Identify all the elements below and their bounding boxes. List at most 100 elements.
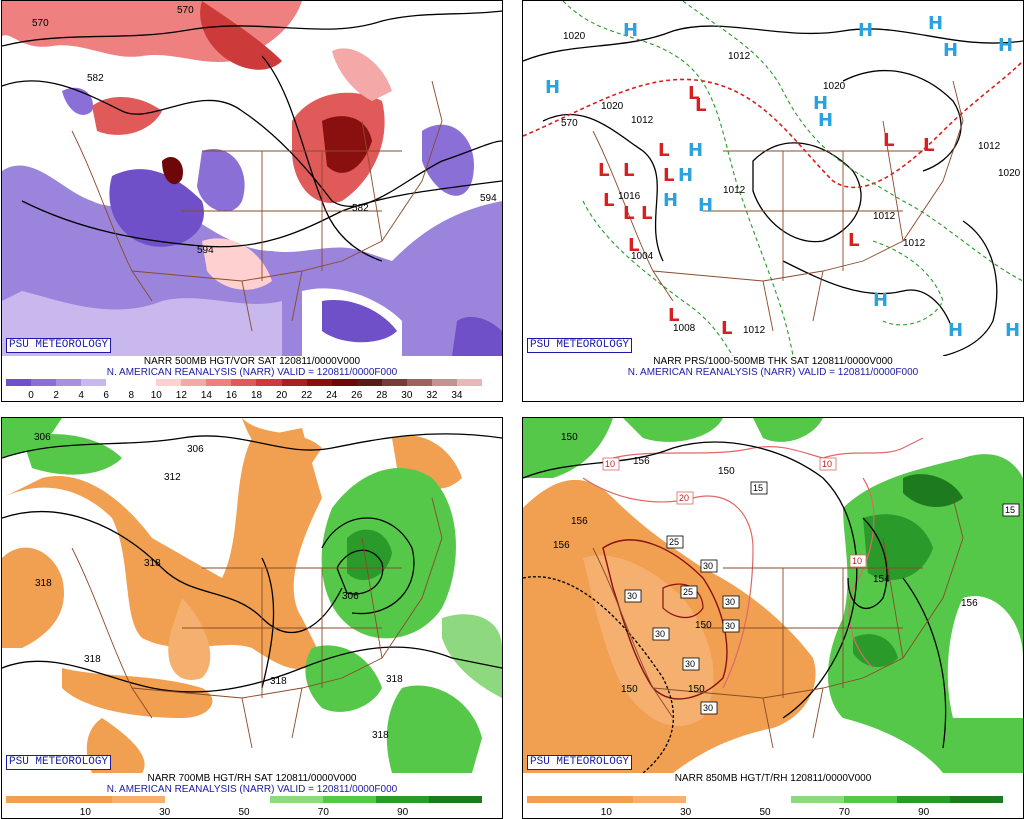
psu-meteorology-badge: PSU METEOROLOGY: [527, 755, 633, 770]
svg-text:150: 150: [561, 432, 578, 443]
psu-meteorology-badge: PSU METEOROLOGY: [6, 755, 112, 770]
contour-labels-500mb: 570 582 582 594 594 570: [32, 5, 497, 256]
svg-text:570: 570: [561, 118, 578, 129]
colorbar-tick-label: 30: [159, 807, 171, 818]
boxed-label-frame: [680, 585, 698, 599]
svg-text:L: L: [658, 140, 669, 161]
rh-colorbar-ticks-700mb: 10 30 50 70 90: [6, 807, 482, 818]
colorbar-swatch: [56, 379, 82, 386]
svg-text:306: 306: [342, 591, 359, 602]
rh-colorbar-850mb: [527, 796, 1004, 803]
colorbar-tick-label: 2: [53, 390, 59, 401]
colorbar-swatch: [106, 379, 132, 386]
svg-text:594: 594: [197, 245, 214, 256]
svg-text:L: L: [923, 135, 934, 156]
svg-text:570: 570: [177, 5, 194, 16]
svg-text:H: H: [813, 93, 828, 114]
rh-colorbar-ticks-850mb: 10 30 50 70 90: [527, 807, 1003, 818]
panel-title: NARR PRS/1000-500MB THK SAT 120811/0000V…: [653, 356, 893, 367]
svg-text:L: L: [883, 130, 894, 151]
svg-text:L: L: [688, 83, 699, 104]
colorbar-tick-label: 0: [28, 390, 34, 401]
colorbar-swatch: [844, 796, 898, 803]
svg-text:L: L: [598, 160, 609, 181]
boxed-temperature-label: 30: [655, 629, 665, 639]
svg-text:H: H: [873, 290, 888, 311]
colorbar-swatch: [738, 796, 792, 803]
svg-text:318: 318: [270, 676, 287, 687]
colorbar-swatch: [579, 796, 633, 803]
svg-text:1012: 1012: [723, 185, 746, 196]
colorbar-swatch: [306, 379, 332, 386]
colorbar-tick-label: 70: [838, 807, 850, 818]
panel-pressure-thickness: H H H H H H H H H H H H H H H L L L L: [522, 0, 1024, 402]
svg-text:318: 318: [84, 654, 101, 665]
colorbar-tick-label: 90: [397, 807, 409, 818]
vorticity-colorbar: [6, 379, 482, 386]
colorbar-tick-label: 12: [175, 390, 187, 401]
svg-text:1012: 1012: [743, 325, 766, 336]
svg-text:H: H: [663, 190, 678, 211]
svg-text:L: L: [628, 235, 639, 256]
svg-text:318: 318: [372, 730, 389, 741]
psu-meteorology-badge: PSU METEOROLOGY: [6, 338, 112, 353]
colorbar-swatch: [270, 796, 324, 803]
colorbar-swatch: [406, 379, 432, 386]
colorbar-swatch: [6, 379, 32, 386]
rh-field-850mb: 150 156 150 156 156 150 150 150 154 156 …: [523, 418, 1023, 773]
svg-text:H: H: [698, 195, 713, 216]
panel-700mb-rh: 306 306 312 318 318 306 318 318 318 318 …: [1, 417, 503, 819]
colorbar-tick-label: 4: [78, 390, 84, 401]
boxed-label-frame: [676, 491, 694, 505]
colorbar-swatch: [58, 796, 112, 803]
svg-text:582: 582: [87, 73, 104, 84]
svg-text:156: 156: [571, 516, 588, 527]
colorbar-swatch: [156, 379, 182, 386]
panel-valid-line: N. AMERICAN REANALYSIS (NARR) VALID = 12…: [106, 784, 398, 795]
contour-labels-700mb: 306 306 312 318 318 306 318 318 318 318: [34, 432, 403, 741]
panel-valid-line: N. AMERICAN REANALYSIS (NARR) VALID = 12…: [106, 367, 398, 378]
map-700mb-rh: 306 306 312 318 318 306 318 318 318 318: [2, 418, 502, 773]
svg-text:H: H: [943, 40, 958, 61]
svg-text:1020: 1020: [998, 168, 1021, 179]
colorbar-tick-label: 32: [426, 390, 438, 401]
svg-text:156: 156: [633, 456, 650, 467]
colorbar-swatch: [6, 796, 59, 803]
contour-labels-pressure: 1020 1012 1020 1020 1012 1012 1012 1012 …: [561, 31, 1021, 336]
svg-text:1012: 1012: [978, 141, 1001, 152]
svg-text:156: 156: [553, 540, 570, 551]
boxed-temperature-label: 30: [725, 597, 735, 607]
svg-text:H: H: [678, 165, 693, 186]
map-500mb-vorticity: 570 582 582 594 594 570: [2, 1, 502, 356]
contour-labels-850mb: 150 156 150 156 156 150 150 150 154 156: [553, 432, 978, 695]
pressure-field: H H H H H H H H H H H H H H H L L L L: [523, 1, 1023, 356]
boxed-label-frame: [652, 627, 670, 641]
svg-text:306: 306: [34, 432, 51, 443]
svg-text:L: L: [603, 190, 614, 211]
boxed-label-frame: [722, 619, 740, 633]
svg-text:L: L: [623, 160, 634, 181]
colorbar-swatch: [456, 379, 482, 386]
colorbar-swatch: [331, 379, 357, 386]
colorbar-swatch: [685, 796, 739, 803]
svg-text:H: H: [998, 35, 1013, 56]
low-pressure-markers: L L L L L L L L L L L L L L L: [598, 83, 934, 339]
svg-text:318: 318: [35, 578, 52, 589]
svg-text:H: H: [818, 110, 833, 131]
svg-text:L: L: [663, 165, 674, 186]
colorbar-tick-label: 10: [600, 807, 612, 818]
colorbar-tick-label: 28: [376, 390, 388, 401]
svg-text:150: 150: [621, 684, 638, 695]
colorbar-tick-label: 6: [103, 390, 109, 401]
colorbar-swatch: [429, 796, 483, 803]
boxed-label-frame: [602, 457, 620, 471]
svg-text:H: H: [858, 20, 873, 41]
svg-text:312: 312: [164, 472, 181, 483]
temperature-boxed-labels: 10 10 10 20 15 15 25 30 30 25 30 30 30 30 30: [602, 457, 1020, 715]
boxed-temperature-label: 15: [1005, 505, 1015, 515]
colorbar-tick-label: 20: [276, 390, 288, 401]
colorbar-tick-label: 50: [759, 807, 771, 818]
colorbar-swatch: [31, 379, 57, 386]
svg-text:L: L: [695, 95, 706, 116]
svg-text:1012: 1012: [903, 238, 926, 249]
